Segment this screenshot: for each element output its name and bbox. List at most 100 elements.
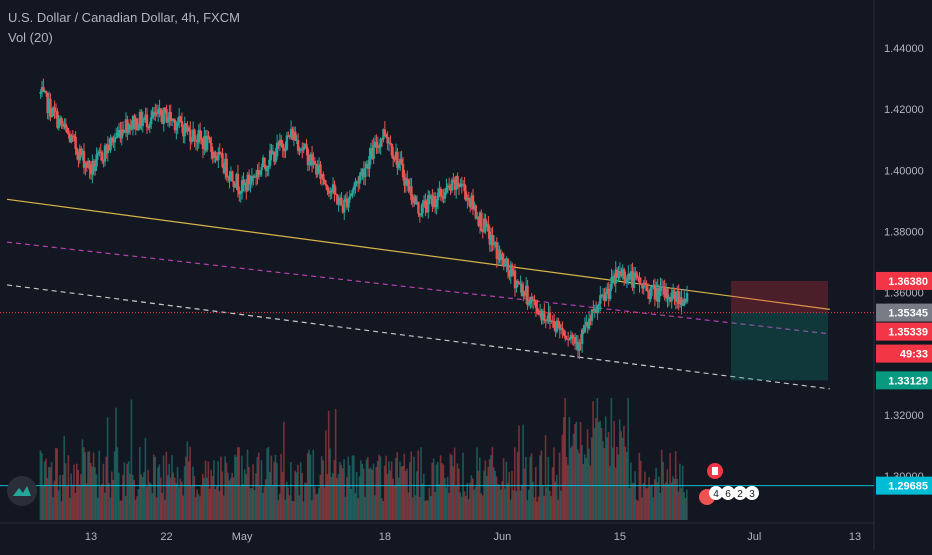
volume-bar: [138, 446, 141, 520]
candle-body: [531, 299, 535, 301]
candle-body: [589, 318, 592, 321]
volume-bar: [383, 465, 386, 520]
candle-body: [529, 296, 532, 304]
candle-body: [411, 200, 415, 203]
candle-body: [233, 186, 237, 188]
candle-body: [210, 142, 213, 152]
volume-bar: [606, 437, 608, 520]
candle-body: [634, 272, 637, 274]
volume-bar: [151, 493, 154, 520]
volume-bar: [220, 456, 222, 520]
volume-bar: [178, 487, 180, 520]
candle-body: [445, 187, 448, 193]
volume-bar: [193, 476, 196, 520]
mid-channel-line[interactable]: [6, 241, 830, 335]
candle-body: [359, 171, 363, 176]
volume-bar: [354, 493, 357, 520]
candle-body: [253, 176, 256, 178]
volume-bar: [388, 461, 390, 520]
resistance-trendline[interactable]: [6, 198, 830, 310]
volume-bar: [575, 421, 578, 520]
candle-body: [313, 160, 317, 164]
volume-bar: [583, 454, 586, 520]
volume-bar: [78, 484, 81, 520]
volume-bar: [276, 462, 278, 520]
candle-body: [291, 128, 294, 140]
candle-body: [431, 195, 434, 207]
stop-loss-zone[interactable]: [731, 280, 828, 313]
volume-bar: [45, 458, 47, 520]
candle-body: [189, 129, 192, 142]
candle-body: [600, 295, 603, 297]
volume-bar: [491, 446, 494, 520]
tradingview-logo[interactable]: [7, 476, 37, 506]
event-count-badge[interactable]: [721, 486, 735, 500]
candle-body: [648, 292, 651, 299]
candle-body: [503, 263, 507, 267]
candle-body: [246, 174, 249, 191]
volume-bar: [669, 452, 671, 520]
volume-bar: [42, 485, 45, 520]
volume-bar: [161, 492, 163, 520]
volume-bar: [277, 499, 280, 520]
volume-bar: [420, 447, 422, 520]
volume-bar: [302, 501, 305, 520]
candle-body: [400, 158, 403, 164]
volume-bar: [400, 466, 403, 520]
candle-body: [256, 170, 259, 178]
volume-bar: [617, 454, 620, 520]
candle-body: [340, 197, 343, 206]
price-label-text: 1.33129: [888, 375, 928, 387]
time-tick-label: 13: [85, 531, 97, 543]
volume-bar: [487, 466, 489, 520]
candle-body: [649, 287, 652, 299]
volume-bar: [378, 454, 380, 520]
candle-body: [462, 184, 465, 186]
time-tick-label: 15: [614, 531, 626, 543]
volume-bar: [127, 461, 130, 520]
price-label-text: 1.35339: [888, 327, 928, 339]
volume-bar: [109, 497, 112, 520]
volume-bar: [620, 431, 622, 520]
candle-body: [305, 143, 308, 150]
volume-bar: [313, 486, 316, 520]
volume-bar: [374, 495, 376, 520]
volume-bar: [319, 474, 322, 520]
volume-bar: [557, 499, 559, 520]
volume-bar: [80, 474, 82, 520]
candle-body: [322, 174, 325, 180]
volume-bar: [555, 474, 558, 520]
candle-body: [394, 151, 398, 160]
volume-bar: [194, 497, 197, 520]
volume-bar: [665, 482, 667, 520]
volume-bar: [466, 483, 468, 520]
candle-body: [484, 218, 487, 228]
candle-body: [361, 169, 364, 172]
candle-body: [226, 176, 230, 178]
take-profit-zone[interactable]: [731, 312, 828, 381]
event-count-badge[interactable]: [745, 486, 759, 500]
candle-body: [56, 111, 59, 128]
event-count-badge[interactable]: [709, 486, 723, 500]
candle-body: [565, 338, 568, 340]
volume-bar: [214, 488, 217, 520]
volume-bar: [105, 456, 107, 520]
volume-bar: [66, 486, 68, 520]
volume-bar: [129, 473, 131, 520]
candle-body: [550, 320, 553, 322]
volume-bar: [488, 459, 491, 520]
candle-body: [512, 270, 515, 276]
volume-bar: [430, 495, 432, 520]
candle-body: [134, 118, 137, 129]
candle-body: [193, 129, 196, 141]
event-count-badge[interactable]: [733, 486, 747, 500]
candle-body: [446, 185, 450, 188]
support-channel-line[interactable]: [6, 284, 830, 390]
candle-body: [225, 158, 228, 178]
candle-body: [488, 231, 491, 245]
volume-bar: [526, 500, 529, 520]
volume-bar: [667, 483, 670, 520]
candle-body: [677, 291, 680, 304]
